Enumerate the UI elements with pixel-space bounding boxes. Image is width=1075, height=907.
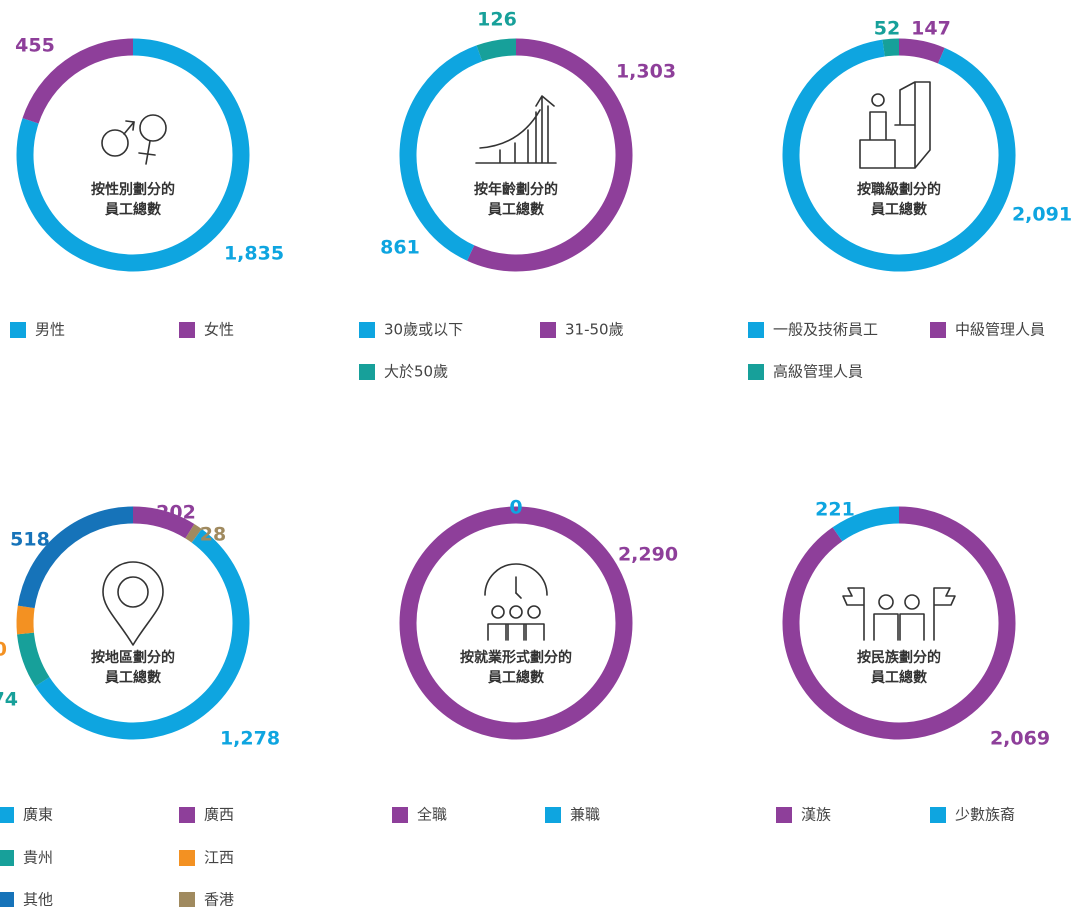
legend-swatch (179, 322, 195, 338)
legend-label: 高級管理人員 (773, 363, 863, 381)
legend-label: 漢族 (801, 806, 831, 824)
legend-swatch (0, 850, 14, 866)
legend-label: 香港 (204, 891, 234, 907)
donut-segment (791, 515, 1007, 731)
value-label: 174 (0, 689, 18, 711)
legend-label: 男性 (35, 321, 65, 339)
center-title: 按職級劃分的 (857, 181, 941, 198)
legend-swatch (545, 807, 561, 823)
legend-swatch (179, 892, 195, 907)
legend-swatch (748, 322, 764, 338)
donut-segment (479, 47, 516, 53)
value-label: 147 (911, 18, 951, 40)
center-title: 按民族劃分的 (857, 649, 941, 666)
legend-swatch (10, 322, 26, 338)
value-label: 455 (15, 35, 55, 57)
value-label: 52 (874, 18, 900, 40)
legend-swatch (0, 892, 14, 907)
employment-icon (485, 564, 547, 640)
donut-segment (884, 47, 899, 48)
legend-swatch (359, 364, 375, 380)
donut-segment (42, 536, 241, 731)
legend-label: 其他 (23, 891, 53, 907)
donut-segment (190, 531, 197, 536)
value-label: 0 (509, 497, 522, 519)
donut-segment (26, 634, 43, 682)
legend-swatch (359, 322, 375, 338)
page: 按性別劃分的員工總數1,835男性455女性按年齡劃分的員工總數86130歲或以… (0, 0, 1075, 907)
value-label: 202 (156, 502, 196, 524)
legend-swatch (930, 807, 946, 823)
legend-label: 全職 (417, 806, 447, 824)
legend-label: 一般及技術員工 (773, 321, 878, 339)
region-icon (103, 562, 163, 645)
center-title: 員工總數 (104, 669, 161, 686)
age-icon (476, 96, 556, 163)
legend-swatch (930, 322, 946, 338)
ethnicity-icon (843, 588, 955, 640)
value-label: 1,278 (220, 728, 280, 750)
center-title: 員工總數 (104, 201, 161, 218)
center-title: 按就業形式劃分的 (460, 649, 572, 666)
legend-swatch (776, 807, 792, 823)
gender-icon (102, 115, 166, 164)
donut-segment (31, 47, 133, 121)
legend-label: 女性 (204, 321, 234, 339)
legend-swatch (540, 322, 556, 338)
legend-label: 兼職 (570, 806, 600, 824)
value-label: 2,091 (1012, 204, 1072, 226)
legend-label: 貴州 (23, 849, 53, 867)
value-label: 2,290 (618, 544, 678, 566)
value-label: 90 (0, 639, 7, 661)
legend-swatch (392, 807, 408, 823)
rank-icon (860, 82, 930, 168)
legend-swatch (748, 364, 764, 380)
center-title: 員工總數 (870, 669, 927, 686)
legend-swatch (179, 807, 195, 823)
value-label: 126 (477, 9, 517, 31)
value-label: 2,069 (990, 728, 1050, 750)
center-title: 員工總數 (487, 669, 544, 686)
donut-segment (408, 53, 479, 253)
legend-label: 30歲或以下 (384, 321, 463, 339)
value-label: 518 (10, 529, 50, 551)
donut-segment (899, 47, 941, 56)
legend-label: 廣西 (204, 806, 234, 824)
value-label: 28 (200, 524, 226, 546)
donut-segment (791, 48, 1007, 263)
legend-label: 江西 (204, 849, 234, 867)
center-title: 員工總數 (487, 201, 544, 218)
value-label: 1,303 (616, 61, 676, 83)
value-label: 861 (380, 237, 420, 259)
value-label: 1,835 (224, 243, 284, 265)
donut-segment (408, 515, 624, 731)
legend-swatch (179, 850, 195, 866)
value-label: 221 (815, 499, 855, 521)
legend-label: 少數族裔 (955, 806, 1015, 824)
center-title: 按地區劃分的 (91, 649, 175, 666)
legend-label: 31-50歲 (565, 321, 624, 339)
legend-label: 廣東 (23, 806, 53, 824)
donut-segment (25, 607, 26, 634)
center-title: 員工總數 (870, 201, 927, 218)
center-title: 按性別劃分的 (91, 181, 175, 198)
center-title: 按年齡劃分的 (474, 181, 558, 198)
legend-label: 大於50歲 (384, 363, 448, 381)
legend-label: 中級管理人員 (955, 321, 1045, 339)
legend-swatch (0, 807, 14, 823)
